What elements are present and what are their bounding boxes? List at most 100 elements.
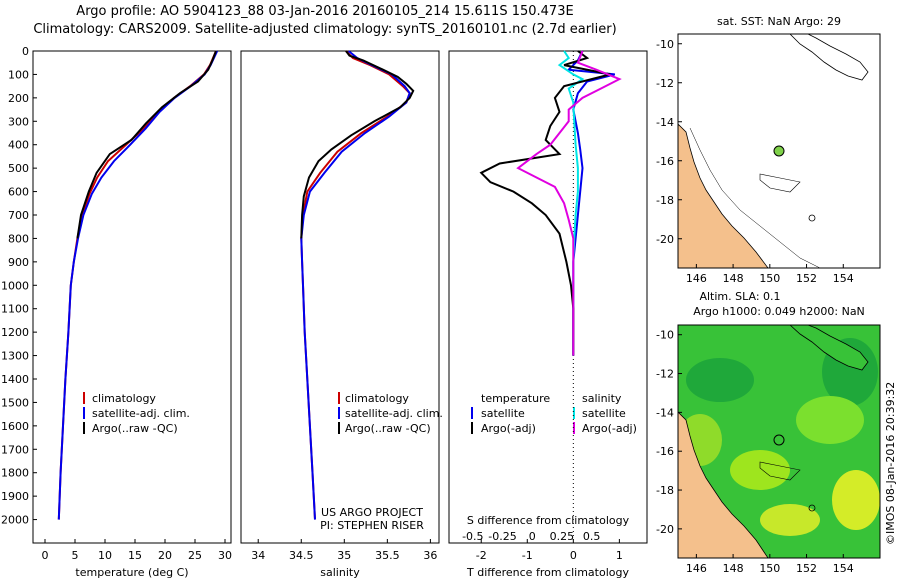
series-difference-t-argo-adj- bbox=[479, 50, 611, 356]
png-coast-land bbox=[789, 34, 869, 81]
ytick-label: 700 bbox=[8, 209, 29, 222]
ytick-label: 1100 bbox=[1, 303, 29, 316]
legend-salinity-satellite: satellite bbox=[582, 407, 626, 420]
map-ytick-label: -16 bbox=[656, 155, 674, 168]
series-temperature-climatology bbox=[57, 50, 217, 520]
imos-watermark: ©IMOS 08-Jan-2016 20:39:32 bbox=[884, 381, 897, 545]
ytick-label: 1000 bbox=[1, 279, 29, 292]
map-ytick-label: -18 bbox=[656, 194, 674, 207]
island-marker bbox=[808, 214, 816, 222]
legend-satellite: satellite-adj. clim. bbox=[92, 407, 190, 420]
sst-map-title: sat. SST: NaN Argo: 29 bbox=[717, 15, 841, 28]
map-ytick-label: -10 bbox=[656, 329, 674, 342]
map-ytick-label: -20 bbox=[656, 523, 674, 536]
ytick-label: 800 bbox=[8, 232, 29, 245]
legend-climatology-s: climatology bbox=[345, 392, 409, 405]
xtick-s-label: -0.25 bbox=[488, 530, 516, 543]
salinity-xlabel: salinity bbox=[320, 566, 360, 579]
legend-argo: Argo(..raw -QC) bbox=[92, 422, 178, 435]
ytick-label: 1700 bbox=[1, 443, 29, 456]
title-line-1: Argo profile: AO 5904123_88 03-Jan-2016 … bbox=[76, 4, 574, 19]
map-xtick-label: 146 bbox=[686, 272, 707, 285]
xtick-label-temperature: 10 bbox=[98, 549, 112, 562]
ytick-label: 1300 bbox=[1, 350, 29, 363]
reef-contour-2 bbox=[759, 461, 801, 481]
difference-xlabel-s: S difference from climatology bbox=[467, 514, 630, 527]
map-xtick-label: 154 bbox=[833, 272, 854, 285]
xtick-label-difference: 0 bbox=[570, 549, 577, 562]
map-ytick-label: -14 bbox=[656, 116, 674, 129]
map-ytick-label: -10 bbox=[656, 38, 674, 51]
xtick-label-temperature: 5 bbox=[72, 549, 79, 562]
sla-map-title: Altim. SLA: 0.1 bbox=[699, 290, 780, 303]
map-xtick-label: 146 bbox=[686, 562, 707, 575]
australia-coast-land bbox=[678, 123, 769, 268]
salinity-axes bbox=[240, 50, 440, 544]
legend-climatology: climatology bbox=[92, 392, 156, 405]
map-ytick-label: -14 bbox=[656, 406, 674, 419]
map-xtick-label: 148 bbox=[723, 272, 744, 285]
map-xtick-label: 150 bbox=[759, 272, 780, 285]
map-xtick-label: 148 bbox=[723, 562, 744, 575]
australia-coast-land-2 bbox=[678, 411, 769, 558]
series-salinity-climatology bbox=[300, 50, 411, 520]
project-annotation-1: US ARGO PROJECT bbox=[321, 506, 423, 519]
legend-temperature-header: temperature bbox=[481, 392, 550, 405]
salinity-legend: climatology satellite-adj. clim. Argo(..… bbox=[338, 392, 443, 435]
legend-salinity-argo: Argo(-adj) bbox=[582, 422, 637, 435]
png-coast-land-2 bbox=[789, 325, 869, 371]
xtick-label-salinity: 35.5 bbox=[375, 549, 400, 562]
series-salinity-argo-raw-qc- bbox=[300, 50, 415, 239]
map-ytick-label: -16 bbox=[656, 445, 674, 458]
xtick-s-label: 0 bbox=[529, 530, 536, 543]
map-ytick-label: -20 bbox=[656, 233, 674, 246]
xtick-label-salinity: 34 bbox=[251, 549, 265, 562]
map-ytick-label: -12 bbox=[656, 77, 674, 90]
legend-salinity-header: salinity bbox=[582, 392, 622, 405]
series-temperature-satellite-adj-clim- bbox=[57, 50, 219, 520]
xtick-s-label: -0.5 bbox=[462, 530, 483, 543]
ytick-label: 200 bbox=[8, 92, 29, 105]
shelf-contour bbox=[689, 127, 821, 268]
xtick-label-temperature: 15 bbox=[128, 549, 142, 562]
map-ytick-label: -18 bbox=[656, 484, 674, 497]
ytick-label: 900 bbox=[8, 256, 29, 269]
ytick-label: 0 bbox=[22, 45, 29, 58]
series-difference-s-argo-adj- bbox=[516, 50, 622, 356]
title-line-2: Climatology: CARS2009. Satellite-adjuste… bbox=[33, 22, 617, 37]
xtick-s-label: 0.25 bbox=[550, 530, 575, 543]
argo-position-marker-2 bbox=[773, 434, 785, 446]
legend-argo-s: Argo(..raw -QC) bbox=[345, 422, 431, 435]
argo-position-marker bbox=[773, 145, 785, 157]
xtick-label-temperature: 20 bbox=[158, 549, 172, 562]
legend-temperature-satellite: satellite bbox=[481, 407, 525, 420]
xtick-label-salinity: 35 bbox=[337, 549, 351, 562]
ytick-label: 1200 bbox=[1, 326, 29, 339]
xtick-s-label: 0.5 bbox=[583, 530, 601, 543]
xtick-label-temperature: 25 bbox=[188, 549, 202, 562]
legend-temperature-argo: Argo(-adj) bbox=[481, 422, 536, 435]
xtick-label-difference: 1 bbox=[616, 549, 623, 562]
island-marker-2 bbox=[808, 504, 816, 512]
map-xtick-label: 152 bbox=[796, 272, 817, 285]
reef-contour bbox=[759, 173, 801, 193]
map-xtick-label: 152 bbox=[796, 562, 817, 575]
series-salinity-satellite-adj-clim- bbox=[300, 50, 411, 520]
temperature-legend: climatology satellite-adj. clim. Argo(..… bbox=[83, 392, 190, 435]
ytick-label: 100 bbox=[8, 68, 29, 81]
xtick-label-salinity: 34.5 bbox=[289, 549, 314, 562]
temperature-axes bbox=[32, 50, 232, 544]
xtick-label-temperature: 30 bbox=[218, 549, 232, 562]
project-annotation-2: PI: STEPHEN RISER bbox=[320, 519, 424, 532]
series-difference-t-satellite bbox=[566, 50, 616, 356]
map-ytick-label: -12 bbox=[656, 368, 674, 381]
map-xtick-label: 150 bbox=[759, 562, 780, 575]
xtick-label-salinity: 36 bbox=[423, 549, 437, 562]
ytick-label: 500 bbox=[8, 162, 29, 175]
xtick-label-difference: -2 bbox=[476, 549, 487, 562]
ytick-label: 1500 bbox=[1, 396, 29, 409]
sst-map bbox=[677, 33, 881, 269]
temperature-xlabel: temperature (deg C) bbox=[75, 566, 188, 579]
series-temperature-argo-raw-qc- bbox=[76, 50, 217, 239]
